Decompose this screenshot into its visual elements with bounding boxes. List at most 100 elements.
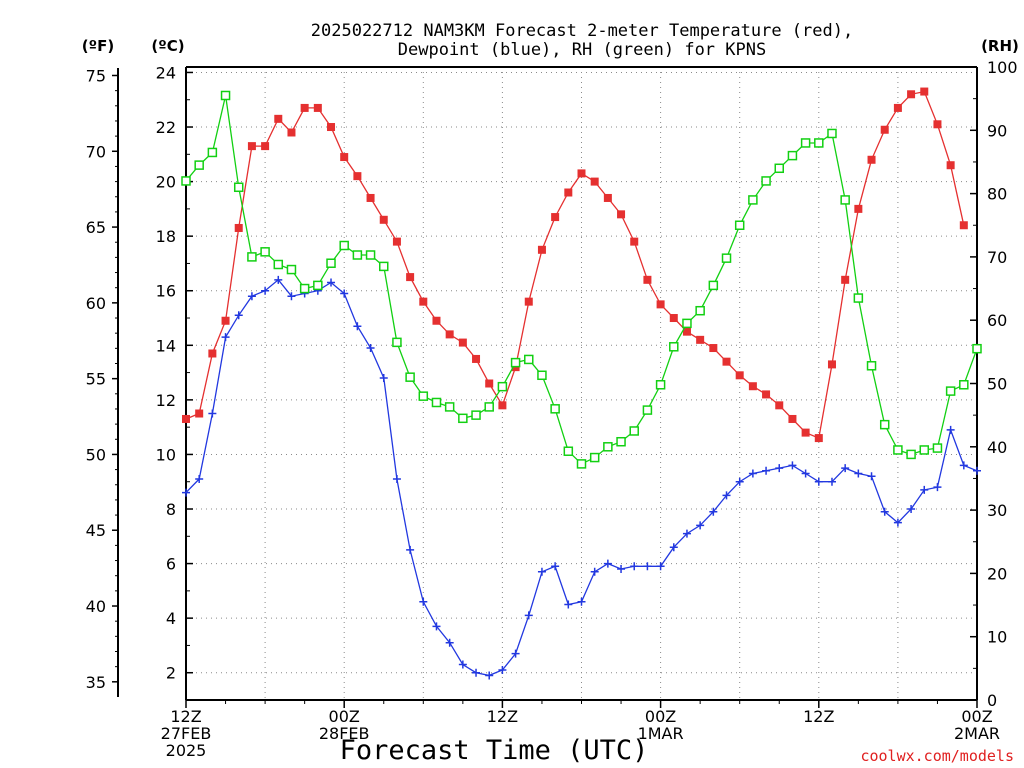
fahrenheit-tick-label-45: 45	[86, 521, 106, 540]
dewpoint-point-32	[603, 559, 612, 568]
rh-point-53	[879, 419, 890, 430]
dewpoint-point-7	[274, 275, 283, 284]
temperature-point-20	[445, 330, 454, 339]
temperature-point-24	[498, 401, 507, 410]
temperature-point-15	[379, 215, 388, 224]
dewpoint-point-11	[327, 278, 336, 287]
temperature-point-47	[801, 428, 810, 437]
rh-tick-label-90: 90	[987, 121, 1007, 140]
rh-point-29	[563, 446, 574, 456]
rh-point-13	[352, 250, 363, 260]
temperature-point-5	[247, 142, 256, 151]
dewpoint-point-27	[537, 567, 546, 576]
dewpoint-point-4	[234, 311, 243, 320]
temperature-point-6	[261, 142, 270, 151]
rh-point-20	[444, 402, 455, 412]
rh-point-35	[642, 405, 653, 415]
temperature-point-46	[788, 414, 797, 423]
dewpoint-point-12	[340, 289, 349, 298]
fahrenheit-tick-label-40: 40	[86, 597, 106, 616]
dewpoint-point-53	[880, 507, 889, 516]
rh-point-39	[695, 305, 705, 316]
dewpoint-point-3	[221, 333, 230, 342]
fahrenheit-tick-label-75: 75	[86, 66, 106, 85]
time-label-h60-line-1: 2MAR	[954, 724, 1000, 743]
fahrenheit-tick-label-55: 55	[86, 370, 106, 389]
rh-tick-label-70: 70	[987, 248, 1007, 267]
rh-point-15	[379, 261, 389, 272]
dewpoint-point-41	[722, 491, 731, 500]
rh-point-22	[471, 410, 481, 420]
dewpoint-point-45	[775, 464, 784, 473]
rh-point-16	[392, 337, 402, 348]
rh-tick-label-0: 0	[987, 691, 997, 710]
celsius-tick-label-10: 10	[156, 445, 176, 464]
rh-point-34	[629, 426, 639, 436]
temperature-point-22	[472, 354, 481, 363]
axes: 3540455055606570752468101214161820222401…	[86, 58, 1018, 760]
rh-point-0	[181, 176, 191, 186]
dewpoint-point-24	[498, 665, 507, 674]
celsius-tick-label-4: 4	[166, 609, 176, 628]
celsius-tick-label-24: 24	[156, 63, 176, 82]
rh-point-55	[906, 449, 916, 460]
celsius-tick-label-16: 16	[156, 282, 176, 301]
time-label-h0-line-2: 2025	[166, 741, 207, 760]
rh-point-42	[734, 220, 745, 230]
dewpoint-point-40	[709, 507, 718, 516]
rh-unit-label: (RH)	[981, 37, 1019, 55]
rh-point-2	[207, 147, 218, 158]
temperature-point-9	[300, 103, 309, 112]
chart-title-line-1: 2025022712 NAM3KM Forecast 2-meter Tempe…	[311, 21, 853, 41]
temperature-point-37	[669, 314, 678, 323]
dewpoint-point-50	[841, 464, 850, 473]
temperature-point-13	[353, 172, 362, 181]
rh-point-25	[510, 357, 521, 368]
chart-title-line-2: Dewpoint (blue), RH (green) for KPNS	[398, 40, 766, 60]
rh-point-50	[840, 195, 850, 205]
time-label-h48-line-0: 12Z	[803, 707, 834, 726]
time-label-h24-line-0: 12Z	[487, 707, 518, 726]
rh-point-45	[774, 163, 784, 174]
temperature-point-53	[880, 125, 889, 134]
temperature-point-36	[656, 300, 665, 309]
dewpoint-point-18	[419, 597, 428, 606]
dewpoint-point-1	[195, 474, 204, 483]
rh-point-60	[972, 343, 982, 354]
time-label-h12-line-0: 00Z	[329, 707, 360, 726]
temperature-point-39	[696, 335, 705, 344]
dewpoint-point-51	[854, 469, 863, 478]
rh-point-17	[405, 372, 415, 382]
rh-point-43	[748, 195, 758, 205]
rh-point-48	[814, 138, 824, 148]
temperature-point-19	[432, 316, 441, 325]
dewpoint-point-58	[946, 425, 955, 434]
temperature-point-35	[643, 275, 652, 284]
time-label-h36-line-0: 00Z	[645, 707, 676, 726]
time-label-h0-line-0: 12Z	[170, 707, 201, 726]
dewpoint-point-15	[379, 374, 388, 383]
celsius-tick-label-2: 2	[166, 664, 176, 683]
fahrenheit-tick-label-50: 50	[86, 445, 106, 464]
rh-point-6	[260, 247, 270, 257]
dewpoint-point-39	[696, 521, 705, 530]
temperature-point-16	[392, 237, 401, 246]
dewpoint-point-33	[617, 565, 626, 574]
rh-point-8	[286, 264, 297, 275]
dewpoint-point-59	[959, 461, 968, 470]
rh-point-28	[550, 404, 560, 414]
rh-tick-label-40: 40	[987, 438, 1007, 457]
temperature-point-27	[537, 245, 546, 254]
dewpoint-point-28	[551, 562, 560, 571]
dewpoint-point-34	[630, 562, 639, 571]
credit-label: coolwx.com/models	[860, 747, 1014, 765]
temperature-point-42	[735, 371, 744, 380]
dewpoint-point-57	[933, 483, 942, 492]
series	[181, 87, 982, 680]
rh-point-10	[313, 280, 323, 291]
rh-tick-label-20: 20	[987, 564, 1007, 583]
rh-tick-label-30: 30	[987, 501, 1007, 520]
dewpoint-point-60	[973, 466, 981, 475]
celsius-tick-label-6: 6	[166, 555, 176, 574]
dewpoint-point-44	[762, 466, 771, 475]
